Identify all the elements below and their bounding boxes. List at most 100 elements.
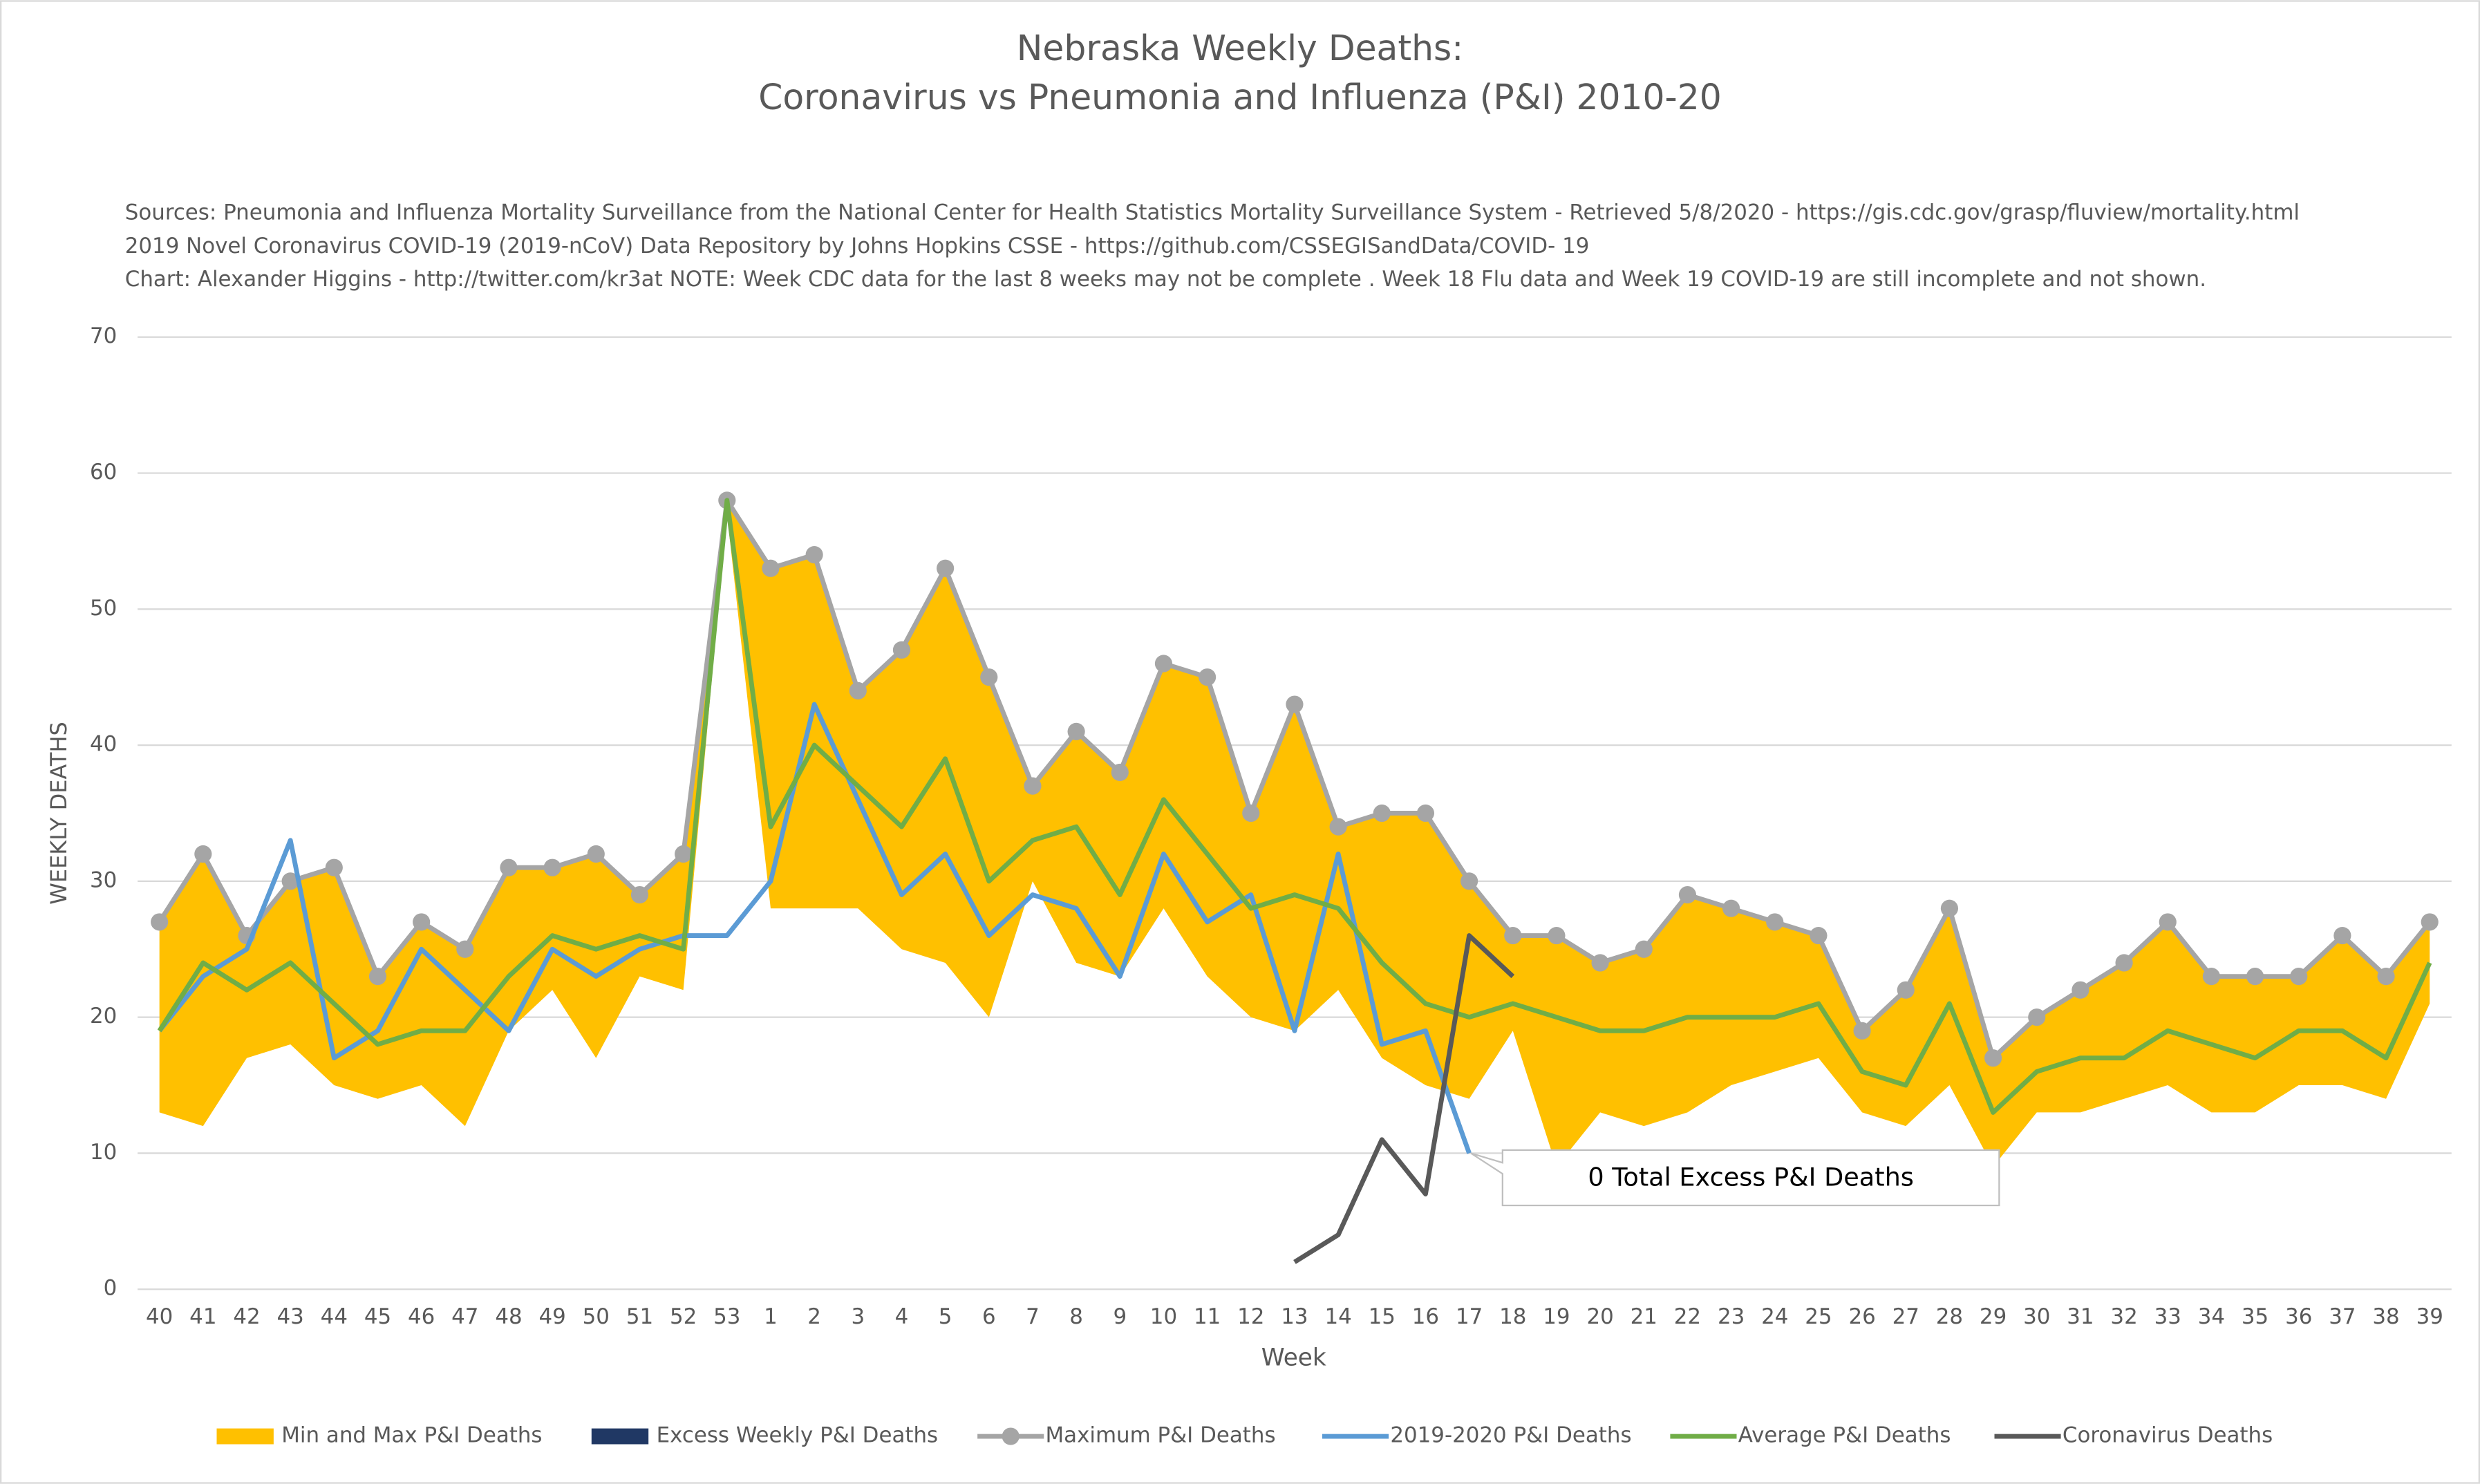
- x-tick-label: 35: [2242, 1304, 2268, 1329]
- point-marker: [368, 968, 387, 986]
- point-marker: [325, 858, 343, 876]
- x-tick-label: 28: [1936, 1304, 1963, 1329]
- x-tick-label: 36: [2285, 1304, 2312, 1329]
- legend-label: Excess Weekly P&I Deaths: [657, 1423, 939, 1448]
- x-tick-label: 4: [895, 1304, 909, 1329]
- source-note: 2019 Novel Coronavirus COVID-19 (2019-nC…: [125, 234, 1590, 259]
- series-line: [1293, 933, 1515, 1264]
- y-tick-label: 50: [90, 596, 117, 621]
- source-note: Sources: Pneumonia and Influenza Mortali…: [125, 200, 2300, 225]
- chart-title: Coronavirus vs Pneumonia and Influenza (…: [758, 77, 1722, 118]
- point-marker: [980, 668, 998, 686]
- point-marker: [151, 913, 169, 931]
- x-axis-label: Week: [1261, 1344, 1326, 1371]
- annotation-box: [1470, 1149, 2000, 1207]
- point-marker: [1416, 804, 1435, 823]
- point-marker: [2333, 926, 2351, 945]
- point-marker: [1766, 913, 1784, 931]
- x-tick-label: 34: [2198, 1304, 2225, 1329]
- series-line: [157, 702, 1472, 1154]
- x-tick-label: 22: [1674, 1304, 1701, 1329]
- point-marker: [413, 913, 431, 931]
- x-tick-label: 9: [1113, 1304, 1127, 1329]
- x-tick-label: 27: [1892, 1304, 1919, 1329]
- x-tick-label: 24: [1761, 1304, 1788, 1329]
- point-marker: [1548, 926, 1566, 945]
- source-note: Chart: Alexander Higgins - http://twitte…: [125, 267, 2206, 292]
- legend-label: Coronavirus Deaths: [2063, 1423, 2273, 1448]
- legend-marker: [1002, 1427, 1020, 1445]
- x-tick-label: 3: [851, 1304, 865, 1329]
- x-tick-label: 26: [1848, 1304, 1875, 1329]
- point-marker: [675, 845, 693, 863]
- x-tick-label: 52: [670, 1304, 697, 1329]
- point-marker: [1678, 885, 1697, 904]
- x-tick-label: 25: [1805, 1304, 1832, 1329]
- legend-label: 2019-2020 P&I Deaths: [1390, 1423, 1631, 1448]
- x-tick-label: 51: [626, 1304, 653, 1329]
- point-marker: [2115, 954, 2133, 972]
- x-tick-label: 48: [495, 1304, 522, 1329]
- point-marker: [762, 559, 780, 577]
- annotation-text: 0 Total Excess P&I Deaths: [1588, 1163, 1914, 1192]
- point-marker: [1329, 818, 1347, 836]
- x-tick-label: 53: [713, 1304, 740, 1329]
- point-marker: [500, 858, 518, 876]
- x-tick-label: 30: [2023, 1304, 2050, 1329]
- x-tick-label: 37: [2329, 1304, 2356, 1329]
- point-marker: [1242, 804, 1260, 823]
- point-marker: [892, 641, 911, 659]
- x-tick-label: 16: [1412, 1304, 1439, 1329]
- x-tick-label: 18: [1499, 1304, 1526, 1329]
- point-marker: [630, 885, 649, 904]
- point-marker: [2421, 913, 2439, 931]
- annotation: 0 Total Excess P&I Deaths: [1470, 1149, 2000, 1207]
- point-marker: [1897, 981, 1915, 999]
- x-tick-label: 13: [1281, 1304, 1308, 1329]
- x-tick-label: 10: [1150, 1304, 1177, 1329]
- point-marker: [1111, 763, 1129, 782]
- legend-swatch: [591, 1428, 649, 1445]
- legend-label: Min and Max P&I Deaths: [281, 1423, 542, 1448]
- y-tick-label: 20: [90, 1004, 117, 1029]
- x-tick-label: 31: [2067, 1304, 2094, 1329]
- point-marker: [1504, 926, 1522, 945]
- point-marker: [1940, 899, 1959, 917]
- y-tick-label: 60: [90, 460, 117, 485]
- x-tick-label: 1: [764, 1304, 778, 1329]
- x-tick-label: 43: [277, 1304, 304, 1329]
- point-marker: [1460, 872, 1478, 890]
- point-marker: [1853, 1022, 1871, 1040]
- x-tick-label: 5: [939, 1304, 952, 1329]
- x-tick-label: 7: [1026, 1304, 1040, 1329]
- point-marker: [2246, 968, 2264, 986]
- x-tick-label: 8: [1069, 1304, 1083, 1329]
- x-tick-label: 23: [1718, 1304, 1745, 1329]
- point-marker: [2072, 981, 2089, 999]
- x-tick-label: 45: [364, 1304, 391, 1329]
- x-tick-label: 6: [982, 1304, 996, 1329]
- point-marker: [1024, 777, 1042, 795]
- x-tick-label: 29: [1980, 1304, 2007, 1329]
- x-tick-label: 15: [1369, 1304, 1396, 1329]
- x-tick-label: 32: [2110, 1304, 2137, 1329]
- y-tick-label: 0: [104, 1276, 118, 1301]
- point-marker: [805, 545, 823, 564]
- x-tick-label: 19: [1543, 1304, 1570, 1329]
- y-tick-label: 10: [90, 1140, 117, 1165]
- point-marker: [1373, 804, 1391, 823]
- x-tick-label: 46: [408, 1304, 435, 1329]
- x-tick-label: 38: [2372, 1304, 2399, 1329]
- point-marker: [937, 559, 955, 577]
- x-tick-label: 39: [2416, 1304, 2443, 1329]
- point-marker: [1635, 940, 1653, 958]
- point-marker: [456, 940, 474, 958]
- x-tick-label: 17: [1456, 1304, 1483, 1329]
- x-tick-label: 2: [807, 1304, 821, 1329]
- x-tick-label: 44: [321, 1304, 348, 1329]
- series-line: [157, 498, 2432, 1115]
- point-marker: [2159, 913, 2177, 931]
- legend-label: Average P&I Deaths: [1738, 1423, 1951, 1448]
